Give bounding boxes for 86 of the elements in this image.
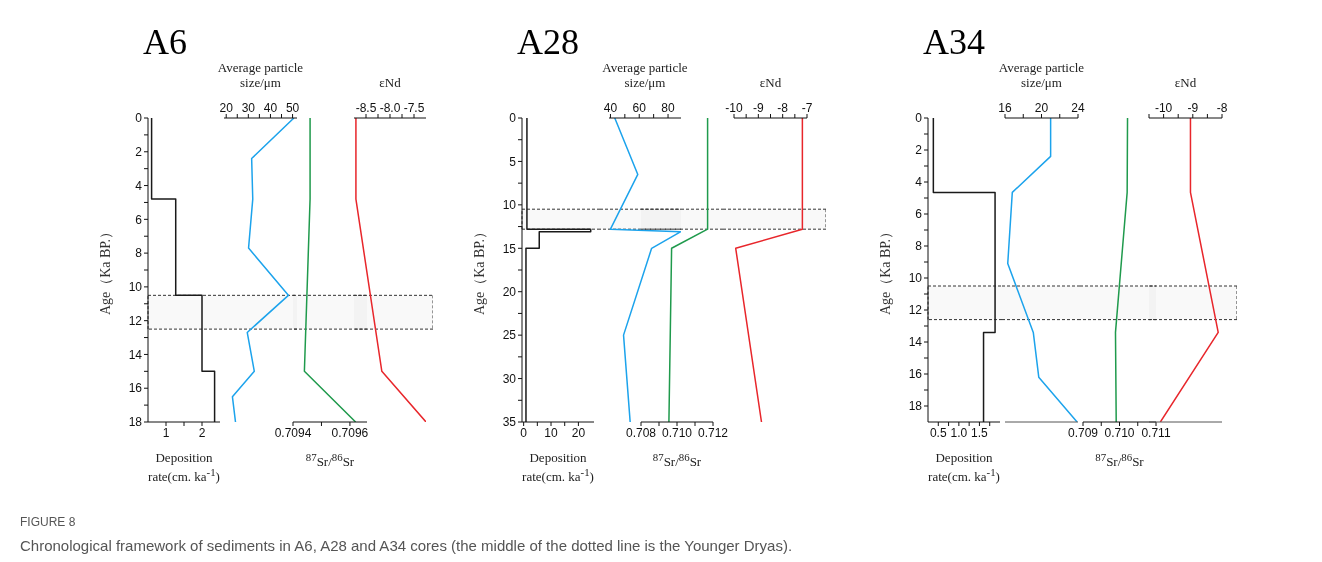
- y-tick-label: 14: [128, 347, 143, 362]
- y-tick-label: 2: [135, 145, 143, 160]
- y-tick-label: 16: [908, 367, 923, 382]
- chart-title: A28: [517, 22, 579, 62]
- y-tick-label: 4: [915, 175, 923, 190]
- x-tick-label: -8.0: [379, 101, 401, 115]
- x-tick-label: -10: [725, 101, 743, 115]
- y-tick-label: 10: [502, 198, 517, 213]
- x-axis-title: εNd: [378, 75, 402, 90]
- x-tick-label: 0.710: [1104, 425, 1135, 440]
- y-tick-label: 8: [915, 239, 923, 254]
- y-axis-title: Age（Ka BP.）: [877, 224, 894, 316]
- x-axis-title: $^{87}$Sr/$^{86}$Sr: [1094, 450, 1145, 470]
- x-tick-label: 0.711: [1141, 425, 1171, 440]
- x-axis-title: Average particle size/μm: [997, 60, 1086, 90]
- x-tick-label: 1.0: [950, 425, 968, 440]
- y-tick-label: 5: [509, 154, 517, 169]
- x-tick-label: 50: [285, 101, 300, 115]
- x-tick-label: 2: [198, 425, 206, 440]
- x-tick-label: 0.5: [929, 425, 947, 440]
- y-tick-label: 6: [915, 207, 923, 222]
- y-tick-label: 12: [908, 303, 923, 318]
- y-tick-label: 6: [135, 212, 143, 227]
- caption: FIGURE 8: [20, 515, 76, 529]
- x-tick-label: -9: [1187, 101, 1199, 115]
- x-axis-title: Average particle size/μm: [601, 60, 689, 90]
- y-tick-label: 14: [908, 335, 923, 350]
- x-tick-label: -9: [753, 101, 764, 115]
- y-tick-label: 16: [128, 381, 143, 396]
- y-tick-label: 30: [502, 371, 517, 386]
- y-tick-label: 8: [135, 246, 143, 261]
- y-tick-label: 18: [128, 415, 143, 430]
- y-tick-label: 35: [502, 415, 517, 430]
- x-tick-label: 0.712: [697, 425, 729, 440]
- x-tick-label: -7.5: [403, 101, 425, 115]
- x-tick-label: 80: [661, 101, 676, 115]
- y-tick-label: 0: [135, 111, 143, 126]
- x-tick-label: -7: [801, 101, 813, 115]
- x-tick-label: 16: [998, 101, 1012, 115]
- y-tick-label: 4: [135, 178, 143, 193]
- x-tick-label: 0.709: [1067, 425, 1099, 440]
- x-tick-label: 20: [219, 101, 234, 115]
- x-tick-label: 0.7094: [274, 425, 312, 440]
- y-tick-label: 0: [509, 111, 517, 126]
- x-tick-label: 1.5: [971, 425, 989, 440]
- y-tick-label: 15: [502, 241, 517, 256]
- x-tick-label: -10: [1154, 101, 1173, 115]
- text: Chronological framework of sediments in A6, A28 and A34 cores (the middle of the dotted line is the Younger Dryas).: [20, 537, 793, 554]
- x-tick-label: 0: [520, 425, 528, 440]
- y-tick-label: 10: [908, 271, 923, 286]
- x-axis-title: Deposition rate(cm. ka$^{-1}$): [147, 450, 221, 485]
- x-axis-title: εNd: [1173, 75, 1198, 90]
- y-axis-title: Age（Ka BP.）: [97, 224, 114, 316]
- x-tick-label: 20: [571, 425, 586, 440]
- x-tick-label: -8: [1216, 101, 1228, 115]
- chart-title: A34: [923, 22, 985, 62]
- x-tick-label: 30: [241, 101, 256, 115]
- y-tick-label: 0: [915, 111, 923, 126]
- x-tick-label: 0.710: [661, 425, 693, 440]
- line-series: [525, 118, 592, 422]
- x-axis-title: εNd: [758, 75, 783, 90]
- y-tick-label: 20: [502, 284, 517, 299]
- chart-title: A6: [143, 22, 187, 62]
- x-tick-label: 0.708: [625, 425, 657, 440]
- y-tick-label: 12: [128, 313, 143, 328]
- x-tick-label: 1: [162, 425, 170, 440]
- x-axis-title: $^{87}$Sr/$^{86}$Sr: [304, 450, 356, 470]
- x-tick-label: 0.7096: [331, 425, 369, 440]
- x-tick-label: -8: [777, 101, 789, 115]
- x-tick-label: 60: [632, 101, 647, 115]
- x-axis-title: Deposition rate(cm. ka$^{-1}$): [521, 450, 595, 485]
- x-axis-title: Average particle size/μm: [216, 60, 305, 90]
- x-tick-label: 10: [544, 425, 559, 440]
- x-tick-label: 20: [1034, 101, 1049, 115]
- y-tick-label: 2: [915, 143, 923, 158]
- x-tick-label: 24: [1071, 101, 1085, 115]
- x-axis-title: $^{87}$Sr/$^{86}$Sr: [651, 450, 703, 470]
- line-series: [932, 118, 996, 422]
- y-axis-title: Age（Ka BP.）: [471, 224, 488, 316]
- y-tick-label: 18: [908, 399, 923, 414]
- y-tick-label: 25: [502, 328, 517, 343]
- x-tick-label: 40: [603, 101, 618, 115]
- x-tick-label: 40: [263, 101, 278, 115]
- x-tick-label: -8.5: [355, 101, 377, 115]
- x-axis-title: Deposition rate(cm. ka$^{-1}$): [927, 450, 1001, 485]
- y-tick-label: 10: [128, 280, 143, 295]
